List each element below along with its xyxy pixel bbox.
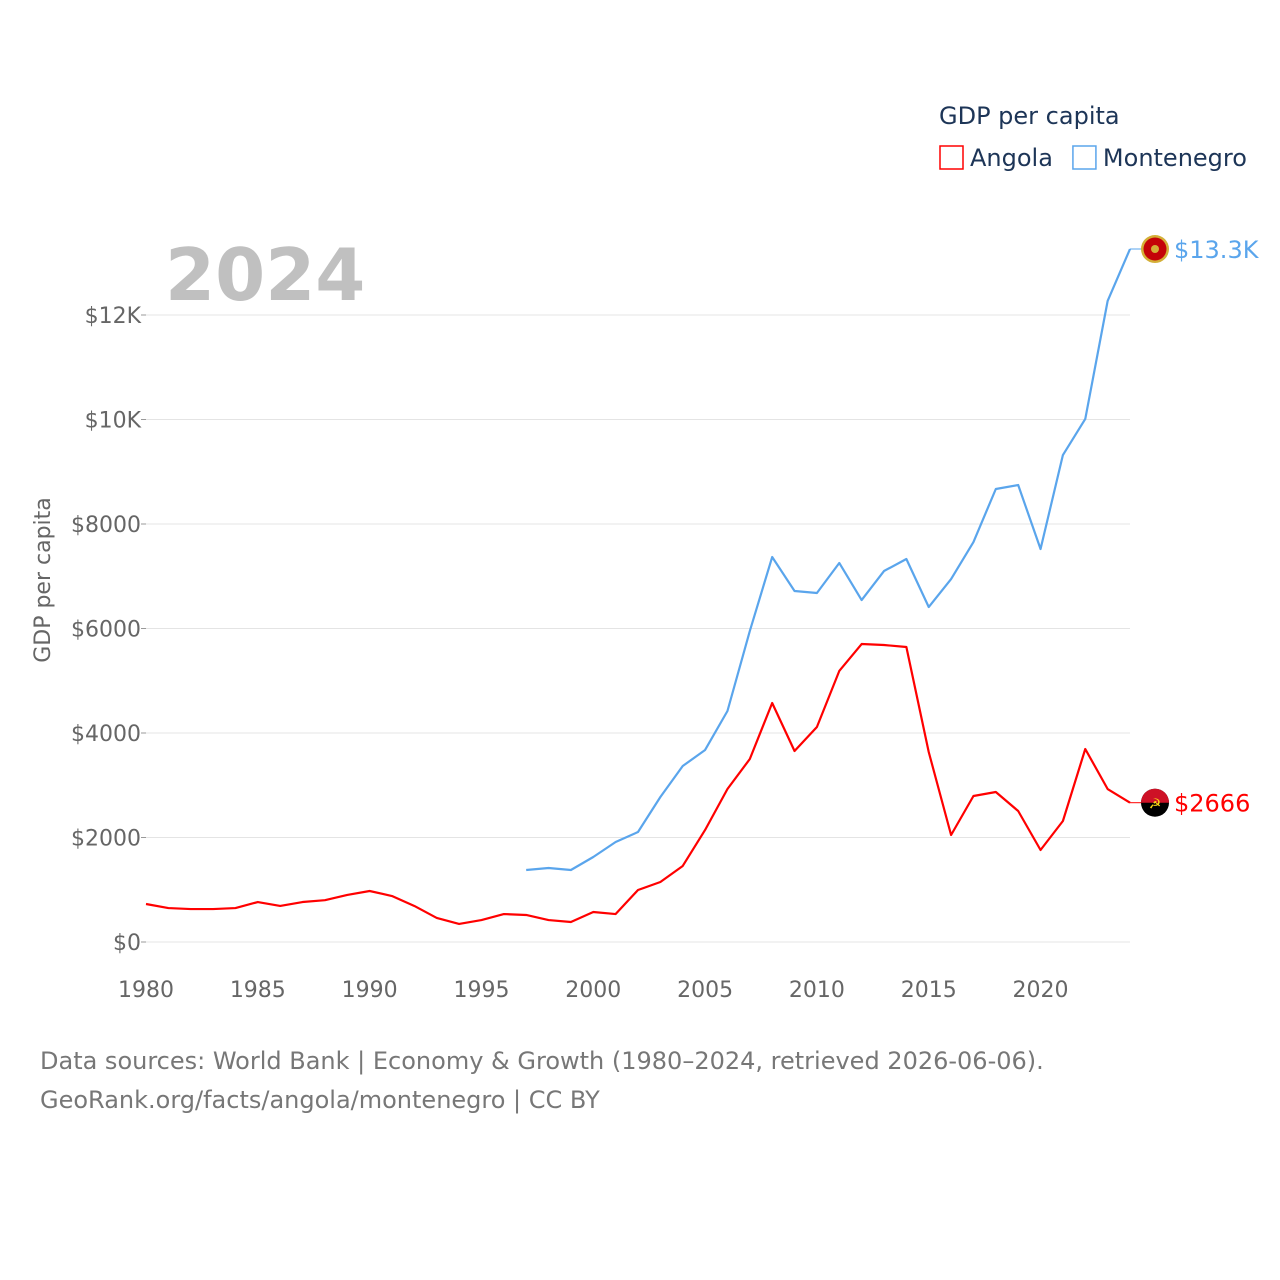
series-lines: ☭ $2666 $13.3K bbox=[145, 235, 1260, 926]
end-value-label: $2666 bbox=[1174, 790, 1250, 818]
flag-top bbox=[1141, 788, 1169, 803]
footer-url[interactable]: GeoRank.org/facts/angola/montenegro | CC… bbox=[40, 1086, 600, 1114]
legend-swatch-angola bbox=[939, 145, 964, 170]
x-tick-label: 2000 bbox=[565, 978, 621, 1003]
x-tick-label: 1985 bbox=[230, 978, 286, 1003]
x-tick-label: 1990 bbox=[342, 978, 398, 1003]
x-tick-label: 2020 bbox=[1013, 978, 1069, 1003]
y-tick-label: $0 bbox=[113, 931, 141, 956]
x-tick-label: 2010 bbox=[789, 978, 845, 1003]
y-tick-label: $12K bbox=[85, 304, 142, 329]
gridlines bbox=[146, 314, 1130, 943]
x-axis: 1980 1985 1990 1995 2000 2005 2010 2015 2020 bbox=[118, 978, 1069, 1003]
x-tick-label: 2015 bbox=[901, 978, 957, 1003]
footer-sources: Data sources: World Bank | Economy & Gro… bbox=[40, 1047, 1044, 1075]
legend-label-montenegro: Montenegro bbox=[1103, 144, 1247, 172]
series-line-angola bbox=[145, 642, 1131, 926]
x-tick-label: 2005 bbox=[677, 978, 733, 1003]
x-tick-label: 1995 bbox=[453, 978, 509, 1003]
y-tick-label: $2000 bbox=[71, 827, 141, 852]
montenegro-flag-icon bbox=[1141, 235, 1169, 264]
year-watermark: 2024 bbox=[165, 233, 365, 317]
angola-flag-icon: ☭ bbox=[1141, 788, 1169, 817]
y-tick-label: $8000 bbox=[71, 513, 141, 538]
flag-emblem bbox=[1151, 245, 1159, 254]
y-tick-label: $6000 bbox=[71, 618, 141, 643]
y-tick-label: $4000 bbox=[71, 722, 141, 747]
y-tick-label: $10K bbox=[85, 409, 142, 434]
legend-label-angola: Angola bbox=[970, 144, 1053, 172]
end-value-label: $13.3K bbox=[1174, 236, 1260, 264]
y-axis: $0 $2000 $4000 $6000 $8000 $10K $12K bbox=[71, 304, 146, 956]
x-tick-label: 1980 bbox=[118, 978, 174, 1003]
series-line-montenegro bbox=[526, 248, 1132, 872]
flag-emblem: ☭ bbox=[1149, 797, 1162, 813]
y-axis-label: GDP per capita bbox=[31, 497, 56, 663]
legend-title: GDP per capita bbox=[939, 102, 1120, 130]
legend: Angola Montenegro bbox=[939, 144, 1247, 172]
legend-swatch-montenegro bbox=[1072, 145, 1097, 170]
